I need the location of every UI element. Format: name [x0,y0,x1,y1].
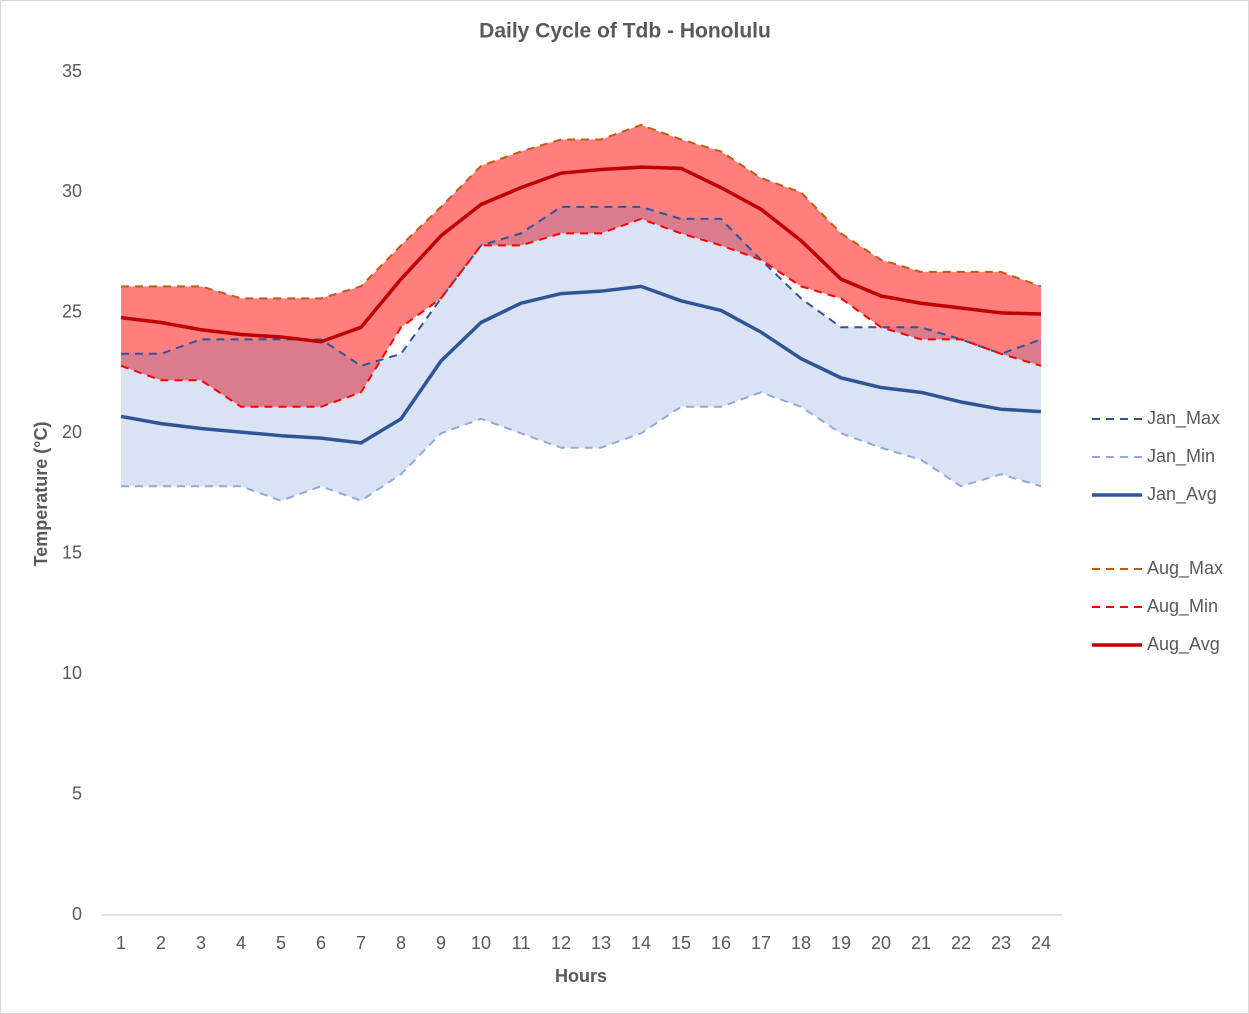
x-tick-label: 11 [512,933,531,953]
series-line [121,391,1042,502]
legend-label: Jan_Max [1147,408,1220,429]
y-tick-label: 35 [62,61,82,81]
y-tick-label: 15 [62,542,82,562]
series-line [121,123,1042,300]
x-tick-label: 15 [671,933,691,953]
x-tick-label: 17 [751,933,771,953]
y-axis-title: Temperature (°C) [31,422,51,567]
x-tick-label: 8 [396,933,406,953]
x-tick-label: 2 [156,933,166,953]
x-tick-label: 16 [711,933,731,953]
x-tick-label: 23 [991,933,1011,953]
series-line [120,165,1042,344]
x-tick-label: 4 [236,933,246,953]
y-tick-label: 30 [62,181,82,201]
x-tick-label: 12 [551,933,571,953]
legend-label: Jan_Avg [1147,484,1217,505]
x-tick-label: 18 [791,933,811,953]
series-line [120,217,1042,408]
series-line [121,205,1042,367]
x-tick-label: 13 [591,933,611,953]
chart-title: Daily Cycle of Tdb - Honolulu [479,20,771,43]
y-tick-label: 25 [62,302,82,322]
legend-label: Aug_Avg [1147,634,1220,655]
y-tick-label: 10 [62,663,82,683]
x-tick-label: 21 [911,933,931,953]
x-tick-label: 9 [436,933,446,953]
x-tick-label: 7 [356,933,366,953]
x-tick-label: 3 [196,933,206,953]
range-band [121,124,1041,407]
x-tick-label: 1 [116,933,126,953]
y-tick-label: 20 [62,422,82,442]
x-tick-label: 6 [316,933,326,953]
legend-label: Aug_Min [1147,596,1218,617]
y-tick-label: 0 [72,904,82,924]
x-tick-label: 24 [1031,933,1051,953]
x-tick-label: 5 [276,933,286,953]
legend-label: Jan_Min [1147,446,1215,467]
x-tick-label: 10 [471,933,491,953]
range-band [121,206,1041,501]
x-tick-label: 19 [831,933,851,953]
x-tick-label: 22 [951,933,971,953]
x-axis-title: Hours [555,966,607,986]
y-tick-label: 5 [72,783,82,803]
series-line [120,284,1042,445]
x-tick-label: 20 [871,933,891,953]
x-tick-label: 14 [631,933,651,953]
legend-label: Aug_Max [1147,558,1223,579]
